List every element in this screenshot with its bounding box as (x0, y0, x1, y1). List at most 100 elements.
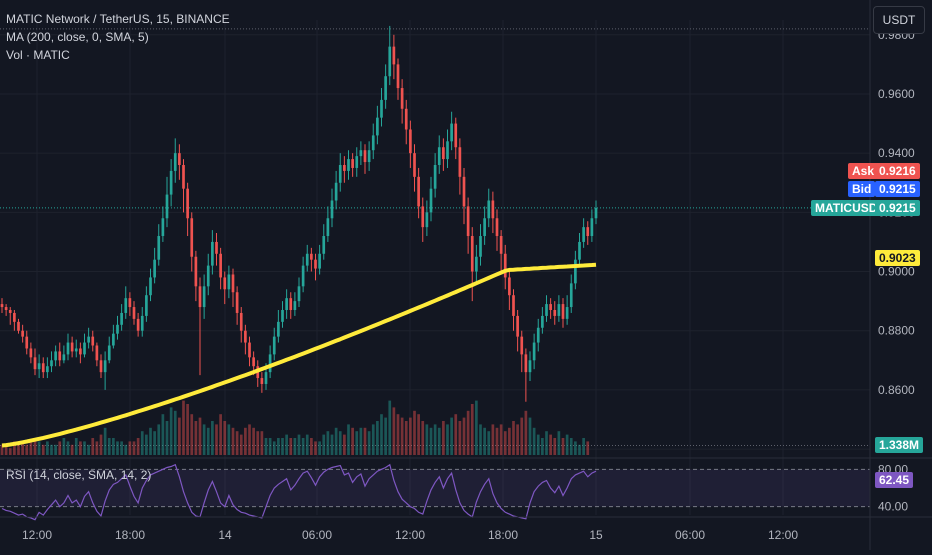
candle-body (367, 150, 371, 163)
legend-ma[interactable]: MA (200, close, 0, SMA, 5) (6, 30, 149, 44)
candle-body (260, 378, 264, 384)
candle-body (454, 123, 458, 148)
volume-bar (479, 424, 482, 455)
candle-body (25, 336, 29, 349)
candle-body (169, 170, 173, 195)
volume-bar (347, 424, 350, 455)
candle-body (330, 200, 334, 219)
candle-body (206, 265, 210, 287)
volume-bar (553, 438, 557, 455)
volume-bar (116, 441, 119, 455)
volume-bar (149, 427, 152, 455)
candle-body (116, 324, 119, 334)
volume-bar (338, 431, 342, 455)
candle-body (264, 372, 268, 384)
grid-layer (0, 20, 870, 515)
volume-bar (21, 441, 24, 455)
candle-body (483, 218, 486, 237)
volume-bar (128, 441, 132, 455)
volume-bar (17, 444, 20, 455)
volume-bar (165, 421, 169, 455)
candle-body (62, 354, 66, 361)
candle-body (149, 277, 152, 296)
volume-bar (211, 421, 214, 455)
volume-bar (169, 407, 173, 455)
legend-volume[interactable]: Vol · MATIC (6, 48, 70, 62)
ma200-line (1, 262, 597, 448)
volume-bar (326, 431, 330, 455)
candle-body (268, 354, 272, 373)
volume-tag: 1.338M (875, 437, 924, 453)
candle-body (326, 218, 330, 237)
volume-bar (29, 441, 33, 455)
candle-body (553, 310, 557, 316)
volume-bar (582, 438, 585, 455)
volume-bar (87, 444, 90, 455)
volume-bar (289, 438, 293, 455)
candle-body (95, 345, 99, 361)
volume-bar (343, 434, 346, 455)
candle-body (165, 194, 169, 219)
volume-bar (409, 417, 412, 455)
volume-bar (351, 427, 354, 455)
candle-body (305, 253, 309, 266)
rsi-legend[interactable]: RSI (14, close, SMA, 14, 2) (6, 468, 152, 482)
volume-bar (46, 441, 49, 455)
volume-bar (392, 407, 396, 455)
volume-bar (4, 444, 8, 455)
volume-bar (545, 431, 548, 455)
volume-bar (466, 410, 470, 455)
volume-bar (483, 427, 486, 455)
volume-bar (62, 438, 66, 455)
candle-body (314, 259, 317, 269)
volume-bar (330, 434, 334, 455)
candle-body (371, 135, 375, 151)
candle-body (565, 307, 569, 319)
candle-body (334, 182, 338, 201)
candle-body (186, 188, 189, 219)
candle-body (421, 206, 425, 228)
time-tick-label: 18:00 (115, 528, 145, 542)
candle-body (244, 330, 247, 343)
time-tick-label: 14 (218, 528, 232, 542)
candle-body (442, 147, 445, 160)
volume-bar (569, 438, 573, 455)
candle-body (227, 274, 231, 290)
volume-bar (524, 410, 528, 455)
candle-body (194, 256, 198, 287)
volume-bar (145, 434, 148, 455)
volume-bar (260, 431, 264, 455)
volume-bar (157, 424, 161, 455)
candle-body (79, 348, 82, 355)
candle-body (524, 354, 528, 373)
volume-bar (99, 434, 103, 455)
time-tick-label: 12:00 (395, 528, 425, 542)
volume-bar (487, 431, 491, 455)
price-tick-label: 0.9000 (878, 265, 915, 279)
volume-bar (376, 421, 379, 455)
candle-body (285, 298, 288, 310)
volume-bar (70, 444, 74, 455)
candle-body (178, 153, 181, 165)
volume-bar (458, 421, 462, 455)
volume-bar (231, 427, 235, 455)
candle-body (413, 153, 416, 177)
legend-symbol[interactable]: MATIC Network / TetherUS, 15, BINANCE (6, 12, 230, 26)
candle-body (446, 141, 449, 160)
candle-body (124, 298, 128, 313)
candle-body (239, 312, 243, 331)
candle-body (4, 307, 8, 310)
candle-body (578, 241, 581, 260)
price-tick-label: 0.9600 (878, 87, 915, 101)
volume-bar (41, 444, 45, 455)
volume-bar (153, 431, 156, 455)
candle-body (433, 165, 437, 189)
currency-button[interactable]: USDT (873, 6, 925, 34)
candle-body (301, 265, 305, 287)
candle-body (83, 342, 86, 355)
volume-bar (25, 444, 29, 455)
candle-body (388, 46, 392, 77)
volume-bar (413, 410, 416, 455)
